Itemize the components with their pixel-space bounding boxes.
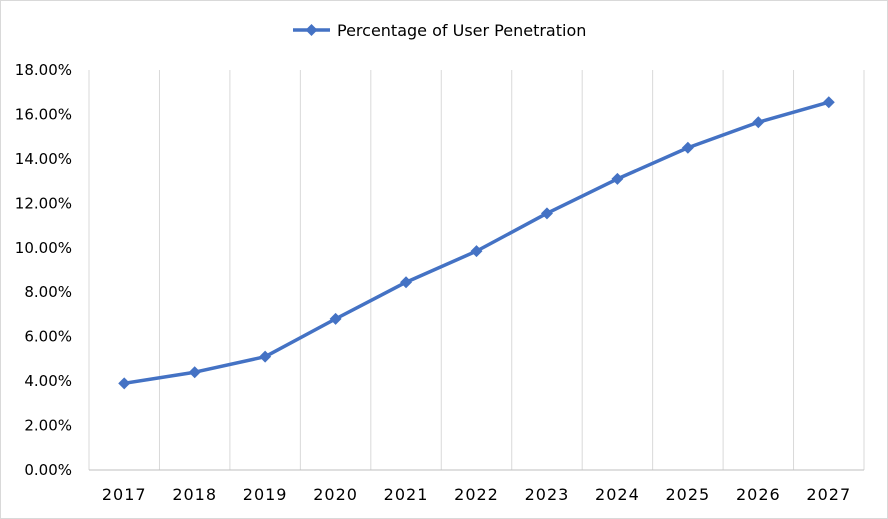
x-tick-label: 2018: [172, 485, 217, 504]
x-tick-label: 2021: [384, 485, 429, 504]
x-tick-label: 2024: [595, 485, 640, 504]
data-point-marker: [329, 312, 342, 325]
y-tick-label: 12.00%: [15, 194, 72, 212]
y-axis-tick-labels: 0.00% 2.00% 4.00% 6.00% 8.00% 10.00% 12.00% 14.…: [15, 61, 72, 479]
y-tick-label: 18.00%: [15, 61, 72, 79]
data-point-marker: [400, 276, 413, 289]
x-axis-tick-labels: 2017 2018 2019 2020 2021 2022 2023 2024 2025 2026…: [102, 485, 851, 504]
y-tick-label: 8.00%: [24, 283, 72, 301]
data-point-marker: [822, 96, 835, 109]
data-point-marker: [259, 350, 272, 363]
y-tick-label: 4.00%: [24, 372, 72, 390]
y-tick-label: 10.00%: [15, 239, 72, 257]
y-tick-label: 0.00%: [24, 461, 72, 479]
data-point-marker: [611, 172, 624, 185]
y-tick-label: 14.00%: [15, 150, 72, 168]
legend: Percentage of User Penetration: [293, 21, 586, 40]
data-point-marker: [470, 245, 483, 258]
y-tick-label: 2.00%: [24, 417, 72, 435]
data-point-marker: [681, 141, 694, 154]
gridlines: [88, 70, 865, 470]
y-tick-label: 16.00%: [15, 105, 72, 123]
x-tick-label: 2020: [313, 485, 358, 504]
data-point-marker: [752, 116, 765, 129]
x-tick-label: 2025: [666, 485, 711, 504]
x-tick-label: 2019: [243, 485, 288, 504]
legend-series-label: Percentage of User Penetration: [337, 21, 586, 40]
data-point-marker: [540, 207, 553, 220]
x-tick-label: 2023: [525, 485, 570, 504]
x-tick-label: 2017: [102, 485, 147, 504]
x-tick-label: 2027: [806, 485, 851, 504]
series-layer: [118, 96, 835, 390]
legend-marker-icon: [305, 24, 318, 36]
data-point-marker: [188, 366, 201, 379]
x-tick-label: 2026: [736, 485, 781, 504]
y-tick-label: 6.00%: [24, 328, 72, 346]
data-point-marker: [118, 377, 131, 390]
x-tick-label: 2022: [454, 485, 499, 504]
